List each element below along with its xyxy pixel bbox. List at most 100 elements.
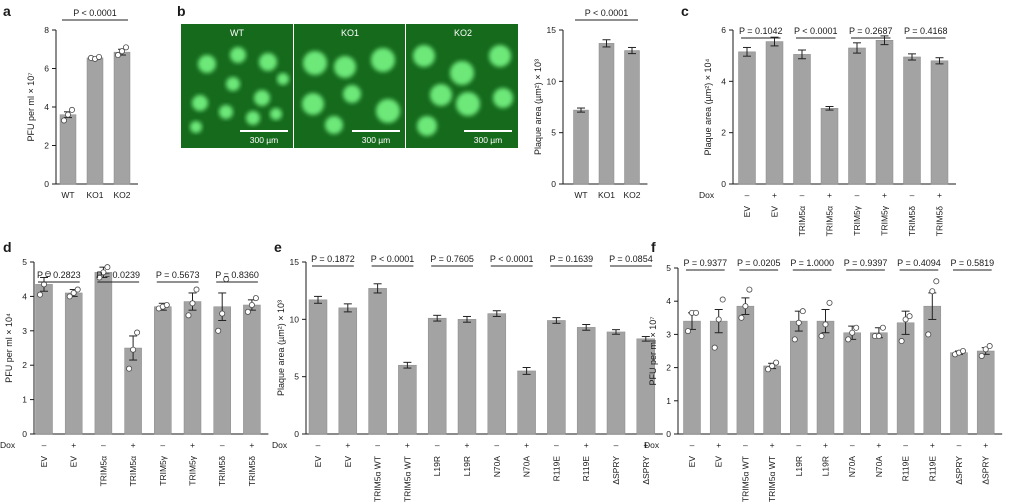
bar [339, 308, 357, 434]
plaque [456, 92, 480, 116]
bar [369, 288, 387, 434]
data-point [135, 330, 140, 335]
p-value-label: P = 0.8360 [215, 270, 259, 280]
data-point [105, 265, 110, 270]
category-label: R119E [927, 456, 937, 482]
p-value-label: P = 0.9377 [684, 258, 728, 268]
category-label: WT [574, 190, 587, 200]
bar [65, 293, 82, 434]
category-label: ΔSPRY [611, 456, 621, 485]
category-label: EV [687, 456, 697, 468]
dox-marker: + [584, 440, 589, 450]
category-label: R119E [551, 456, 561, 482]
bar [607, 332, 625, 434]
data-point [823, 322, 828, 327]
y-tick-label: 0 [44, 179, 49, 189]
panel-letter-c: c [681, 3, 689, 19]
data-point [934, 279, 939, 284]
bar [739, 52, 756, 184]
category-label: TRIM5δ [935, 206, 945, 237]
data-point [69, 107, 74, 112]
data-point [75, 287, 80, 292]
y-tick-label: 0 [294, 429, 299, 439]
y-tick-label: 4 [22, 291, 27, 301]
bar [684, 321, 701, 434]
data-point [190, 301, 195, 306]
plaque [430, 84, 452, 106]
data-point [739, 315, 744, 320]
plaque [450, 61, 474, 85]
plaque [303, 51, 327, 75]
dox-label: Dox [0, 440, 16, 450]
bar [737, 306, 754, 434]
data-point [127, 366, 132, 371]
category-label: L19R [821, 456, 831, 476]
bar [924, 306, 941, 434]
y-tick-label: 15 [547, 25, 557, 35]
data-point [854, 325, 859, 330]
y-tick-label: 2 [666, 363, 671, 373]
dox-label: Dox [272, 440, 288, 450]
y-axis-label: Plaque area (µm²) × 10³ [533, 59, 543, 155]
category-label: EV [742, 206, 752, 218]
data-point [827, 300, 832, 305]
p-value-label: P = 0.1042 [739, 26, 783, 36]
y-tick-label: 5 [551, 128, 556, 138]
category-label: TRIM5α WT [402, 456, 412, 502]
dox-marker: – [375, 440, 380, 450]
data-point [792, 337, 797, 342]
data-point [164, 302, 169, 307]
bar [36, 284, 53, 434]
data-point [131, 347, 136, 352]
category-label: EV [69, 456, 79, 468]
data-point [850, 330, 855, 335]
chart-a: 02468PFU per ml × 10⁷WTKO1KO2P < 0.0001 [26, 8, 138, 200]
dox-marker: + [823, 440, 828, 450]
dox-marker: – [957, 440, 962, 450]
bar [870, 333, 887, 434]
bar [488, 314, 506, 434]
data-point [960, 348, 965, 353]
y-tick-label: 6 [44, 64, 49, 74]
data-point [747, 287, 752, 292]
micrograph-label-wt: WT [230, 28, 244, 38]
dox-marker: – [910, 190, 915, 200]
chart-c: 0246Plaque area (µm²) × 10⁴EV–EV+TRIM5α–… [699, 25, 956, 236]
dox-marker: + [524, 440, 529, 450]
data-point [123, 45, 128, 50]
data-point [194, 287, 199, 292]
bar [876, 40, 893, 184]
dox-marker: – [855, 190, 860, 200]
y-tick-label: 0 [721, 179, 726, 189]
data-point [685, 328, 690, 333]
plaque [376, 99, 400, 123]
y-tick-label: 10 [290, 314, 300, 324]
scale-label-ko2: 300 µm [474, 135, 503, 145]
dox-marker: – [614, 440, 619, 450]
data-point [96, 54, 101, 59]
data-point [926, 332, 931, 337]
dox-marker: + [405, 440, 410, 450]
p-value-label: P = 1.0000 [790, 258, 834, 268]
p-value-label: P = 0.1639 [549, 254, 593, 264]
scale-label-wt: 300 µm [250, 135, 279, 145]
category-label: WT [61, 190, 74, 200]
plaque [489, 45, 511, 67]
dox-marker: + [131, 440, 136, 450]
data-point [743, 304, 748, 309]
plaque [413, 45, 435, 67]
data-point [774, 360, 779, 365]
data-point [819, 333, 824, 338]
data-point [186, 313, 191, 318]
category-label: R119E [901, 456, 911, 482]
category-label: TRIM5α WT [373, 456, 383, 502]
data-point [220, 311, 225, 316]
scale-label-ko1: 300 µm [362, 135, 391, 145]
panel-letter-f: f [651, 239, 656, 255]
dox-marker: + [937, 190, 942, 200]
category-label: TRIM5γ [188, 455, 198, 486]
plaque [325, 116, 343, 134]
category-label: L19R [432, 456, 442, 476]
data-point [907, 314, 912, 319]
